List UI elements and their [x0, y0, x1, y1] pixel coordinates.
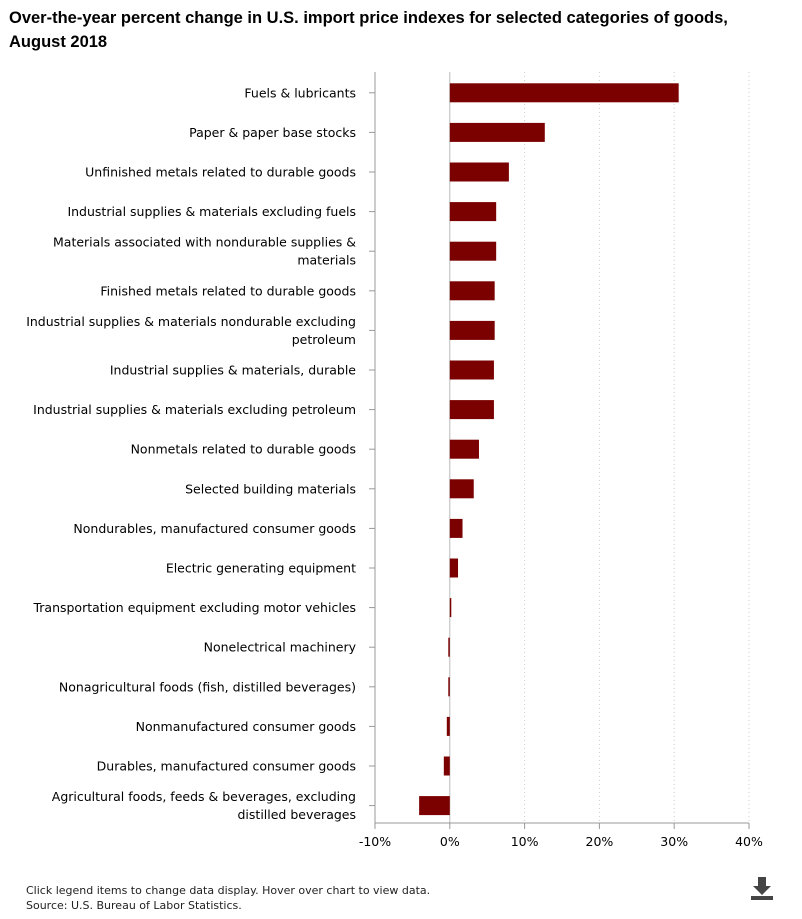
bars[interactable] [419, 83, 679, 816]
x-tick-label: 0% [440, 834, 460, 849]
grid-lines [374, 72, 750, 823]
bar[interactable] [449, 439, 479, 459]
download-glyph [751, 877, 773, 900]
chart-instructions: Click legend items to change data displa… [26, 884, 431, 897]
bar[interactable] [449, 518, 463, 538]
bar[interactable] [449, 558, 459, 578]
x-tick-labels: -10% 0% 10% 20% 30% 40% [359, 834, 763, 849]
category-label-line: distilled beverages [238, 807, 357, 822]
category-label: Nonmanufactured consumer goods [136, 719, 356, 734]
category-label: Fuels & lubricants [244, 85, 356, 100]
category-label: Nonagricultural foods (fish, distilled b… [59, 679, 356, 694]
x-tick-label: 10% [511, 834, 539, 849]
category-label: Transportation equipment excluding motor… [32, 600, 356, 615]
category-label-line: Nondurables, manufactured consumer goods [73, 521, 356, 536]
category-label: Industrial supplies & materials, durable [110, 363, 356, 378]
bar[interactable] [449, 162, 509, 182]
bar[interactable] [449, 479, 474, 499]
category-label: Nondurables, manufactured consumer goods [73, 521, 356, 536]
category-label-line: Agricultural foods, feeds & beverages, e… [52, 789, 356, 804]
category-label: Durables, manufactured consumer goods [97, 759, 356, 774]
category-label-line: Nonmanufactured consumer goods [136, 719, 356, 734]
category-label-line: Finished metals related to durable goods [100, 283, 356, 298]
category-label-line: petroleum [292, 332, 356, 347]
category-label: Electric generating equipment [166, 561, 356, 576]
download-icon[interactable] [749, 875, 775, 901]
category-label-line: Nonelectrical machinery [204, 640, 357, 655]
category-label-line: Electric generating equipment [166, 561, 356, 576]
category-label: Agricultural foods, feeds & beverages, e… [52, 789, 356, 822]
x-tick-label: -10% [359, 834, 391, 849]
bar[interactable] [449, 83, 679, 103]
category-labels: Fuels & lubricants Paper & paper base sto… [26, 85, 356, 822]
bar[interactable] [443, 756, 450, 776]
bar[interactable] [449, 598, 452, 618]
category-label-line: Fuels & lubricants [244, 85, 356, 100]
category-label-line: Transportation equipment excluding motor… [32, 600, 356, 615]
category-label: Materials associated with nondurable sup… [53, 235, 356, 268]
category-label: Paper & paper base stocks [189, 125, 356, 140]
bar[interactable] [449, 281, 495, 301]
category-label: Nonelectrical machinery [204, 640, 357, 655]
category-label-line: Industrial supplies & materials, durable [110, 363, 356, 378]
x-tick-label: 40% [735, 834, 763, 849]
category-label: Industrial supplies & materials nondurab… [26, 314, 356, 347]
category-label: Nonmetals related to durable goods [131, 442, 356, 457]
chart-title: Over-the-year percent change in U.S. imp… [9, 9, 728, 51]
bar[interactable] [419, 796, 450, 816]
bar[interactable] [448, 677, 450, 697]
category-label-line: Paper & paper base stocks [189, 125, 356, 140]
category-label: Industrial supplies & materials excludin… [33, 402, 356, 417]
category-label: Unfinished metals related to durable goo… [85, 165, 356, 180]
category-label-line: Materials associated with nondurable sup… [53, 235, 356, 250]
bar-chart[interactable]: Fuels & lubricants Paper & paper base sto… [0, 0, 802, 870]
category-label: Selected building materials [185, 481, 356, 496]
category-label-line: Unfinished metals related to durable goo… [85, 165, 356, 180]
bar[interactable] [449, 122, 545, 142]
category-label-line: Industrial supplies & materials excludin… [67, 204, 356, 219]
category-label-line: Industrial supplies & materials excludin… [33, 402, 356, 417]
x-tick-label: 20% [586, 834, 614, 849]
category-label-line: Nonmetals related to durable goods [131, 442, 356, 457]
bar[interactable] [449, 320, 495, 340]
bar[interactable] [449, 202, 497, 222]
category-label-line: materials [297, 253, 356, 268]
category-label-line: Nonagricultural foods (fish, distilled b… [59, 679, 356, 694]
x-tick-label: 30% [660, 834, 688, 849]
category-label: Finished metals related to durable goods [100, 283, 356, 298]
bar[interactable] [449, 400, 494, 420]
bar[interactable] [449, 241, 497, 261]
bar[interactable] [446, 716, 450, 736]
bar[interactable] [449, 360, 494, 380]
category-label: Industrial supplies & materials excludin… [67, 204, 356, 219]
source-note: Source: U.S. Bureau of Labor Statistics. [26, 899, 242, 912]
bar[interactable] [448, 637, 450, 657]
axes [369, 72, 750, 829]
category-label-line: Selected building materials [185, 481, 356, 496]
category-label-line: Industrial supplies & materials nondurab… [26, 314, 356, 329]
category-label-line: Durables, manufactured consumer goods [97, 759, 356, 774]
